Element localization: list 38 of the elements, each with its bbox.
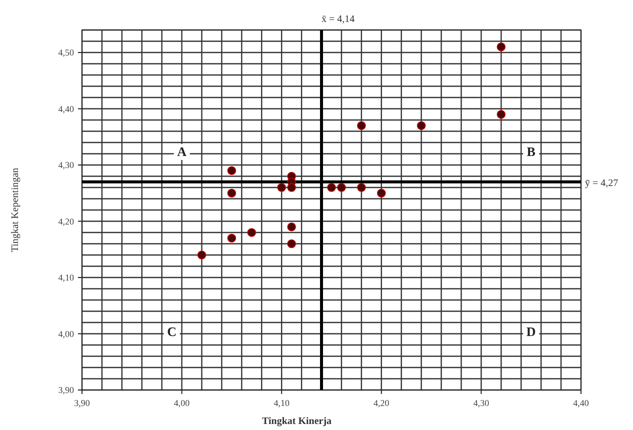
- point: [377, 188, 386, 198]
- ref-line-label: x̄ = 4,14: [322, 14, 355, 25]
- y-tick-label: 4,00: [58, 328, 74, 339]
- point: [287, 222, 296, 232]
- x-axis-title: Tingkat Kinerja: [262, 416, 332, 427]
- y-axis-title: Tingkat Kepentingan: [10, 168, 21, 252]
- point: [197, 250, 206, 260]
- y-tick-label: 4,10: [58, 272, 74, 282]
- point: [327, 183, 336, 192]
- y-tick-label: 4,30: [58, 160, 74, 170]
- point: [287, 183, 296, 192]
- y-tick-label: 4,50: [58, 48, 74, 58]
- point: [496, 110, 506, 119]
- x-tick-label: 4,20: [374, 398, 390, 408]
- point: [357, 183, 366, 192]
- x-tick-label: 3,90: [74, 398, 90, 408]
- x-tick-label: 4,40: [573, 398, 590, 408]
- x-tick-label: 4,30: [473, 398, 490, 408]
- ref-line-label: ȳ = 4,27: [585, 178, 618, 189]
- point: [337, 183, 346, 192]
- x-tick-label: 4,10: [274, 398, 290, 408]
- point: [416, 121, 426, 130]
- annotation: A: [177, 144, 188, 159]
- annotation: D: [526, 324, 536, 339]
- point: [357, 121, 366, 130]
- point: [227, 166, 236, 176]
- point: [496, 42, 506, 52]
- point: [227, 234, 236, 243]
- annotation: B: [526, 144, 536, 159]
- y-tick-label: 4,20: [58, 216, 74, 226]
- y-tick-label: 3,90: [58, 385, 74, 395]
- point: [287, 239, 296, 248]
- point: [227, 188, 236, 198]
- point: [247, 228, 256, 237]
- point: [277, 183, 286, 192]
- y-tick-label: 4,40: [58, 104, 74, 114]
- x-tick-label: 4,00: [174, 398, 190, 408]
- annotation: C: [167, 324, 177, 339]
